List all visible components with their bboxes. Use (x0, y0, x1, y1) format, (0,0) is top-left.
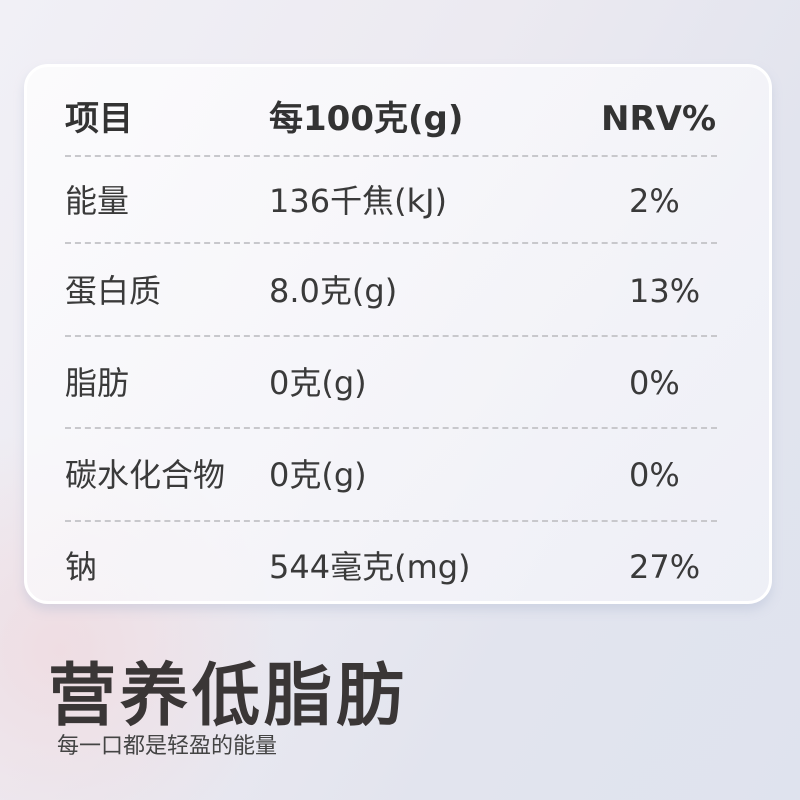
nutrient-name: 能量 (65, 182, 130, 220)
table-row: 脂肪 0克(g) 0% (27, 353, 769, 413)
nutrient-nrv: 0% (629, 364, 680, 402)
divider (65, 335, 717, 337)
header-item: 项目 (65, 99, 133, 139)
headline: 营养低脂肪 (48, 657, 409, 736)
nutrient-nrv: 13% (629, 272, 701, 310)
header-per-100g: 每100克(g) (269, 99, 464, 139)
nutrient-name: 碳水化合物 (65, 456, 226, 494)
nutrient-amount: 8.0克(g) (269, 272, 398, 310)
nutrition-table: 项目 每100克(g) NRV% 能量 136千焦(kJ) 2% 蛋白质 8.0… (24, 64, 772, 604)
table-row: 能量 136千焦(kJ) 2% (27, 171, 769, 231)
nutrient-nrv: 2% (629, 182, 680, 220)
divider (65, 242, 717, 244)
nutrient-name: 蛋白质 (65, 272, 162, 310)
nutrient-name: 脂肪 (65, 364, 130, 402)
nutrient-amount: 0克(g) (269, 456, 367, 494)
divider (65, 155, 717, 157)
nutrient-amount: 544毫克(mg) (269, 548, 471, 586)
header-nrv: NRV% (601, 99, 717, 139)
divider (65, 427, 717, 429)
table-row: 蛋白质 8.0克(g) 13% (27, 261, 769, 321)
nutrient-nrv: 0% (629, 456, 680, 494)
nutrient-amount: 136千焦(kJ) (269, 182, 448, 220)
table-header: 项目 每100克(g) NRV% (27, 89, 769, 149)
nutrient-amount: 0克(g) (269, 364, 367, 402)
subtitle: 每一口都是轻盈的能量 (57, 734, 278, 759)
table-row: 钠 544毫克(mg) 27% (27, 537, 769, 597)
nutrient-name: 钠 (65, 548, 98, 586)
divider (65, 520, 717, 522)
table-row: 碳水化合物 0克(g) 0% (27, 445, 769, 505)
nutrient-nrv: 27% (629, 548, 701, 586)
